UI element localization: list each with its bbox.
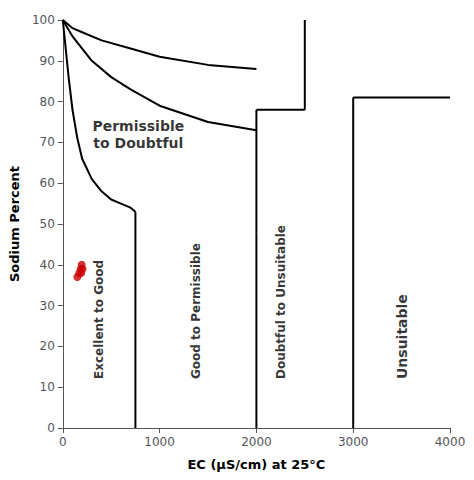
svg-text:20: 20 [40,339,55,353]
svg-text:100: 100 [32,13,55,27]
svg-text:60: 60 [40,176,55,190]
svg-text:3000: 3000 [338,435,369,449]
svg-text:Unsuitable: Unsuitable [394,294,410,379]
svg-text:80: 80 [40,95,55,109]
svg-text:4000: 4000 [435,435,466,449]
svg-text:Excellent to Good: Excellent to Good [92,260,106,379]
svg-text:40: 40 [40,258,55,272]
svg-text:0: 0 [59,435,67,449]
svg-text:1000: 1000 [144,435,175,449]
svg-text:50: 50 [40,217,55,231]
svg-text:Sodium Percent: Sodium Percent [7,166,22,282]
svg-text:EC (μS/cm) at 25°C: EC (μS/cm) at 25°C [187,457,325,472]
svg-text:Doubtful to Unsuitable: Doubtful to Unsuitable [274,225,288,379]
svg-text:Good to Permissible: Good to Permissible [189,243,203,379]
svg-text:30: 30 [40,299,55,313]
svg-text:70: 70 [40,135,55,149]
svg-text:to Doubtful: to Doubtful [93,135,183,151]
svg-text:90: 90 [40,54,55,68]
svg-text:0: 0 [47,421,55,435]
svg-text:10: 10 [40,380,55,394]
svg-text:Permissible: Permissible [92,118,184,134]
svg-text:2000: 2000 [241,435,272,449]
